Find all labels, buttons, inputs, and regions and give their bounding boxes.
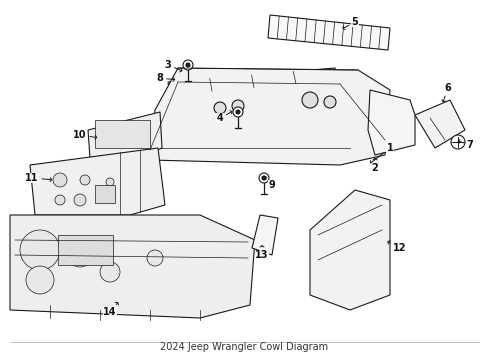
Circle shape <box>55 195 65 205</box>
Polygon shape <box>367 90 414 155</box>
Circle shape <box>262 176 265 180</box>
Circle shape <box>26 266 54 294</box>
Text: 13: 13 <box>255 246 268 260</box>
Circle shape <box>302 92 317 108</box>
Polygon shape <box>10 215 254 318</box>
Circle shape <box>236 110 240 114</box>
Polygon shape <box>309 190 389 310</box>
Circle shape <box>214 102 225 114</box>
Text: 12: 12 <box>387 240 406 253</box>
Circle shape <box>147 250 163 266</box>
Polygon shape <box>251 215 278 255</box>
Text: 2024 Jeep Wrangler Cowl Diagram: 2024 Jeep Wrangler Cowl Diagram <box>160 342 328 352</box>
Circle shape <box>324 96 335 108</box>
Polygon shape <box>150 68 389 165</box>
Text: 6: 6 <box>441 83 450 102</box>
Circle shape <box>183 60 193 70</box>
Circle shape <box>185 63 190 67</box>
Text: 7: 7 <box>457 140 472 150</box>
Text: 14: 14 <box>103 302 118 317</box>
Text: 11: 11 <box>25 173 52 183</box>
Text: 8: 8 <box>156 73 174 83</box>
FancyBboxPatch shape <box>58 235 113 265</box>
Polygon shape <box>168 68 337 95</box>
Polygon shape <box>267 15 389 50</box>
Text: 10: 10 <box>73 130 97 140</box>
Circle shape <box>100 262 120 282</box>
Text: 1: 1 <box>370 143 392 163</box>
Circle shape <box>106 178 114 186</box>
Circle shape <box>259 173 268 183</box>
Text: 3: 3 <box>164 60 182 72</box>
FancyBboxPatch shape <box>95 185 115 203</box>
Circle shape <box>68 243 92 267</box>
Polygon shape <box>414 100 464 148</box>
Circle shape <box>80 175 90 185</box>
Circle shape <box>231 100 244 112</box>
Circle shape <box>20 230 60 270</box>
Text: 5: 5 <box>342 17 358 30</box>
Text: 4: 4 <box>216 111 231 123</box>
Circle shape <box>232 107 243 117</box>
Circle shape <box>53 173 67 187</box>
FancyBboxPatch shape <box>95 120 150 148</box>
Text: 9: 9 <box>264 177 275 190</box>
Circle shape <box>450 135 464 149</box>
Text: 2: 2 <box>371 158 378 173</box>
Polygon shape <box>88 112 162 158</box>
Polygon shape <box>30 148 164 215</box>
Circle shape <box>74 194 86 206</box>
